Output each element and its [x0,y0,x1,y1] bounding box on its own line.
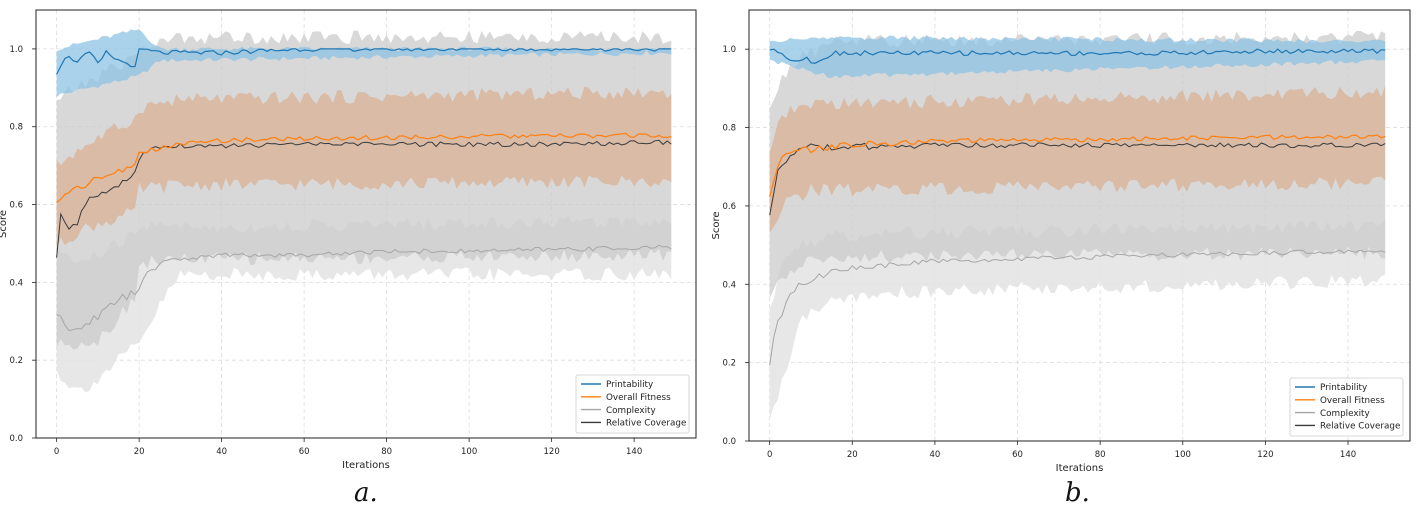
band-complexity [769,220,1386,420]
band-overall-fitness [56,86,672,250]
x-tick-label: 40 [929,450,940,460]
band-overall-fitness [769,85,1386,233]
legend-label-complexity: Complexity [606,406,656,416]
y-tick-label: 0.4 [722,280,736,290]
y-tick-label: 0.8 [722,124,736,134]
y-axis-label: Score [711,211,722,239]
y-tick-label: 1.0 [9,45,23,55]
legend-label-relative-coverage: Relative Coverage [606,419,686,429]
legend-label-complexity: Complexity [1320,409,1370,419]
chart-panel-b: 0 20 40 60 80 100 120 140 0.0 0.2 0.4 0.6 0.8 1.0 Iter… [711,9,1411,474]
x-tick-label: 20 [134,447,145,457]
legend-label-relative-coverage: Relative Coverage [1320,422,1400,432]
x-tick-label: 60 [299,447,310,457]
axes-frame [35,9,697,439]
legend-label-overall-fitness: Overall Fitness [606,393,671,403]
legend: Printability Overall Fitness Complexity Rel… [575,374,690,434]
series-line-overall-fitness [56,132,672,203]
y-tick-label: 0.2 [722,359,736,369]
x-tick-label: 0 [54,447,59,457]
legend-box [1289,377,1404,437]
series-line-relative-coverage [769,142,1386,216]
legend-box [575,374,690,434]
band-printability [769,35,1386,79]
legend: Printability Overall Fitness Complexity Rel… [1289,377,1404,437]
x-tick-label: 20 [847,450,858,460]
y-tick-label: 0.2 [9,356,23,366]
chart-panel-a: 0 20 40 60 80 100 120 140 0.0 0.2 0.4 0.6 0.8 1.0 Iter… [0,9,697,471]
y-tick-label: 1.0 [722,45,736,55]
y-tick-label: 0.6 [722,202,736,212]
legend-label-printability: Printability [606,380,653,390]
x-tick-label: 40 [216,447,227,457]
series-line-printability [769,48,1386,64]
series-line-complexity [56,244,672,332]
series-line-overall-fitness [769,134,1386,198]
caption-b: b. [1065,478,1090,508]
band-printability [56,29,672,98]
x-tick-label: 140 [626,447,642,457]
series-line-complexity [769,249,1386,366]
y-axis-label: Score [0,210,9,238]
axes-frame [748,9,1411,442]
x-tick-label: 80 [1095,450,1106,460]
y-tick-label: 0.0 [9,434,23,444]
x-tick-label: 120 [544,447,560,457]
series-line-relative-coverage [56,139,672,258]
band-complexity [56,215,672,393]
x-tick-label: 120 [1257,450,1273,460]
y-tick-label: 0.6 [9,201,23,211]
caption-a: a. [354,478,378,508]
x-tick-label: 140 [1340,450,1356,460]
x-tick-label: 100 [461,447,477,457]
y-tick-label: 0.4 [9,278,23,288]
legend-label-printability: Printability [1320,383,1367,393]
y-tick-label: 0.0 [722,437,736,447]
x-tick-label: 60 [1012,450,1023,460]
x-tick-label: 100 [1175,450,1191,460]
legend-label-overall-fitness: Overall Fitness [1320,396,1385,406]
x-axis-label: Iterations [1056,463,1104,474]
y-tick-label: 0.8 [9,123,23,133]
series-line-printability [56,48,672,75]
x-axis-label: Iterations [342,460,390,471]
x-tick-label: 80 [381,447,392,457]
x-tick-label: 0 [767,450,772,460]
